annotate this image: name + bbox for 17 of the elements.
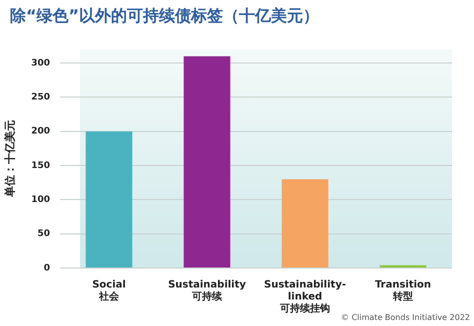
y-tick-label: 150 [31, 160, 50, 171]
x-tick-label: Social 社会 [92, 280, 126, 303]
x-tick-label: Sustainability 可持续 [168, 280, 246, 303]
bar [86, 131, 132, 268]
y-tick-label: 100 [31, 195, 50, 206]
text: © Climate Bonds Initiative 2022 [341, 313, 470, 322]
bar [184, 56, 230, 268]
x-tick-label: Sustainability- linked 可持续挂钩 [264, 280, 346, 315]
bar [282, 179, 328, 268]
y-tick-label: 250 [31, 92, 50, 103]
chart-title: 除“绿色”以外的可持续债标签（十亿美元） [10, 6, 320, 27]
y-tick-label: 200 [31, 126, 50, 137]
y-tick-label: 0 [44, 263, 50, 274]
y-tick-label: 50 [37, 229, 50, 240]
y-tick-label: 300 [31, 58, 50, 68]
x-tick-label: Transition 转型 [374, 280, 432, 303]
y-axis-title: 单位：十亿美元 [3, 120, 16, 198]
